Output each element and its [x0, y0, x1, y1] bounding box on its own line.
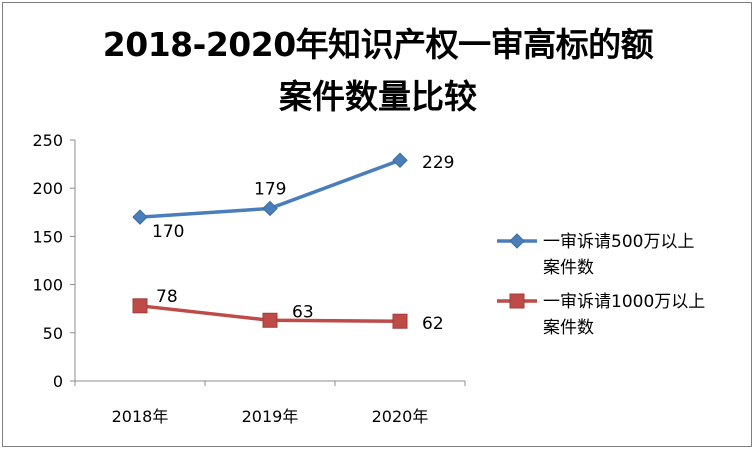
- y-tick-label: 200: [32, 179, 63, 198]
- tick-labels: 0 50 100 150 200 250 2018年 2019年 2020年: [32, 131, 428, 426]
- data-point-marker: [132, 209, 148, 225]
- legend-label: 案件数: [543, 318, 594, 338]
- x-tick-label: 2019年: [242, 407, 299, 426]
- x-tick-label: 2018年: [112, 407, 169, 426]
- legend-label: 案件数: [543, 258, 594, 278]
- y-tick-label: 250: [32, 131, 63, 150]
- chart-frame: [2, 2, 752, 447]
- y-tick-label: 100: [32, 276, 63, 295]
- x-tick-label: 2020年: [372, 407, 429, 426]
- data-label: 62: [422, 314, 444, 334]
- y-tick-label: 150: [32, 227, 63, 246]
- axes: [70, 139, 466, 386]
- data-label: 229: [422, 153, 454, 173]
- data-point-marker: [262, 200, 278, 217]
- data-labels: 170 179 229 78 63 62: [152, 153, 454, 334]
- legend-marker: [509, 233, 525, 249]
- data-point-marker: [262, 312, 278, 328]
- data-label: 170: [152, 222, 184, 242]
- data-label: 179: [254, 179, 286, 199]
- chart-title-line-1: 2018-2020年知识产权一审高标的额: [102, 25, 654, 64]
- data-point-marker: [132, 298, 148, 314]
- series-group: [132, 152, 408, 329]
- data-point-marker: [392, 152, 408, 168]
- data-label: 63: [292, 302, 314, 322]
- y-tick-label: 50: [43, 324, 63, 343]
- legend-marker: [509, 293, 525, 309]
- y-tick-label: 0: [53, 372, 63, 391]
- chart-title-line-2: 案件数量比较: [279, 77, 477, 116]
- data-point-marker: [392, 313, 408, 329]
- legend-label: 一审诉请1000万以上: [543, 292, 705, 312]
- legend-label: 一审诉请500万以上: [543, 232, 694, 252]
- data-label: 78: [156, 287, 178, 307]
